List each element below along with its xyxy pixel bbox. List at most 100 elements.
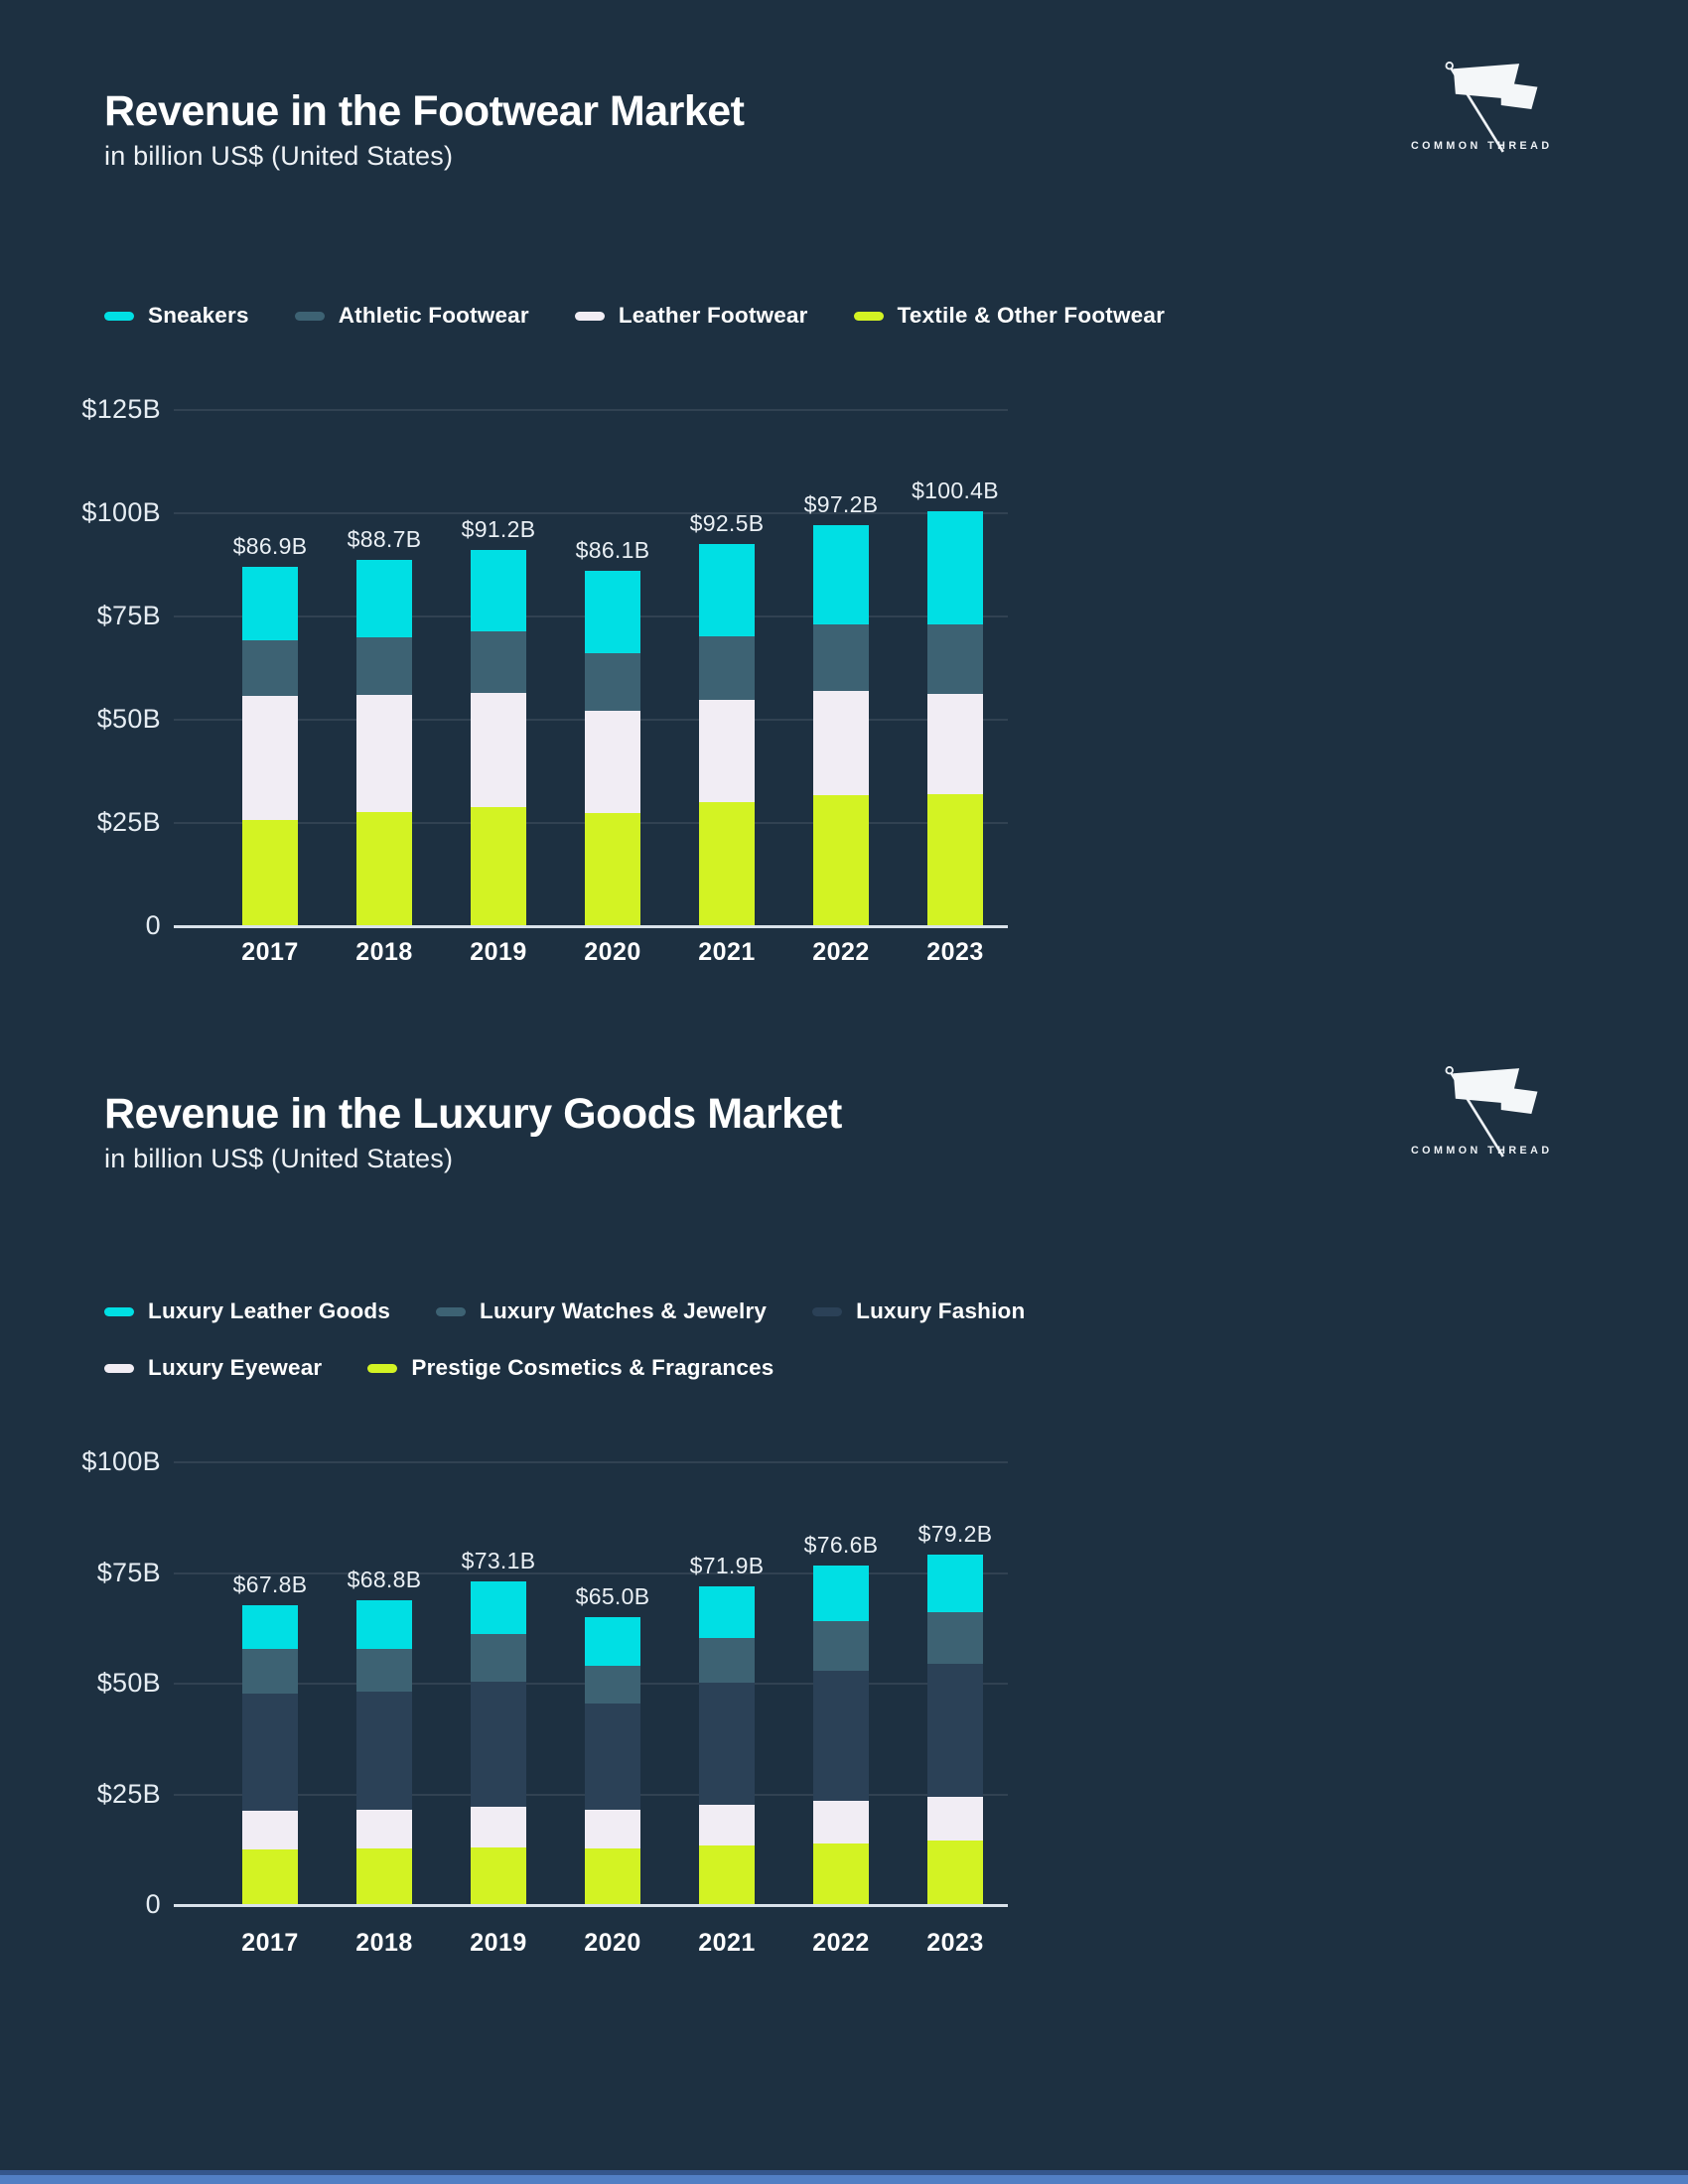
bar-segment-luxury-watches-and-jewelry-2017: [242, 1649, 298, 1695]
bar-segment-sneakers-2020: [585, 570, 640, 654]
y-tick-label: $100B: [81, 497, 161, 527]
gridline-125b: [174, 409, 1008, 411]
x-tick-label-2017: 2017: [241, 938, 299, 966]
legend-item-leather-footwear: Leather Footwear: [574, 303, 808, 329]
bar-segment-athletic-footwear-2019: [471, 630, 526, 693]
x-tick-label-2021: 2021: [698, 1929, 756, 1957]
bar-total-label-2023: $79.2B: [917, 1520, 993, 1547]
x-tick-label-2023: 2023: [926, 1929, 984, 1957]
bar-segment-athletic-footwear-2022: [813, 624, 869, 692]
legend-label: Textile & Other Footwear: [897, 303, 1166, 328]
bar-segment-prestige-cosmetics-and-fragrances-2018: [356, 1847, 412, 1905]
legend-label: Athletic Footwear: [338, 303, 529, 328]
bar-segment-textile-and-other-footwear-2018: [356, 812, 412, 926]
legend-label: Luxury Eyewear: [148, 1355, 323, 1380]
bar-total-label-2018: $88.7B: [347, 526, 422, 552]
gridline-100b: [174, 512, 1008, 514]
x-tick-label-2020: 2020: [584, 938, 641, 966]
bar-segment-luxury-watches-and-jewelry-2018: [356, 1648, 412, 1693]
gridline-75b: [174, 1571, 1008, 1574]
bar-segment-sneakers-2019: [471, 549, 526, 631]
x-tick-label-2020: 2020: [584, 1929, 641, 1957]
legend-swatch-textile-and-other-footwear: [853, 311, 884, 321]
footer-accent-bar-top: [0, 2170, 1688, 2175]
bar-segment-luxury-eyewear-2021: [699, 1804, 755, 1845]
x-tick-label-2019: 2019: [470, 938, 527, 966]
bar-segment-luxury-watches-and-jewelry-2022: [813, 1621, 869, 1672]
y-tick-label: 0: [145, 1889, 161, 1919]
bar-segment-leather-footwear-2022: [813, 691, 869, 796]
bar-total-label-2021: $71.9B: [689, 1553, 765, 1579]
legend-row: Luxury Eyewear Prestige Cosmetics & Fragr…: [104, 1355, 1025, 1381]
bar-segment-sneakers-2018: [356, 560, 412, 638]
bar-segment-luxury-watches-and-jewelry-2019: [471, 1633, 526, 1683]
bar-segment-athletic-footwear-2021: [699, 635, 755, 701]
bar-total-label-2017: $86.9B: [232, 533, 308, 560]
y-tick-label: $100B: [81, 1446, 161, 1476]
x-tick-label-2022: 2022: [812, 1929, 870, 1957]
footer-accent-bar-bottom: [0, 2175, 1688, 2184]
bar-segment-luxury-fashion-2019: [471, 1682, 526, 1807]
bar-segment-luxury-fashion-2021: [699, 1683, 755, 1805]
bar-segment-textile-and-other-footwear-2019: [471, 806, 526, 926]
y-tick-label: 0: [145, 910, 161, 940]
bar-segment-luxury-eyewear-2022: [813, 1800, 869, 1843]
bar-segment-athletic-footwear-2018: [356, 637, 412, 696]
bar-total-label-2017: $67.8B: [232, 1570, 308, 1597]
bar-total-label-2021: $92.5B: [689, 510, 765, 537]
bar-segment-leather-footwear-2018: [356, 695, 412, 813]
x-tick-label-2018: 2018: [355, 1929, 413, 1957]
luxury-chart-subtitle: in billion US$ (United States): [104, 1144, 454, 1173]
bar-total-label-2022: $97.2B: [803, 490, 879, 517]
gridline-100b: [174, 1461, 1008, 1463]
x-tick-label-2023: 2023: [926, 938, 984, 966]
bar-segment-prestige-cosmetics-and-fragrances-2021: [699, 1844, 755, 1905]
bar-segment-luxury-watches-and-jewelry-2021: [699, 1637, 755, 1684]
bar-segment-luxury-leather-goods-2019: [471, 1580, 526, 1634]
x-tick-label-2019: 2019: [470, 1929, 527, 1957]
bar-segment-luxury-fashion-2017: [242, 1694, 298, 1811]
bar-segment-prestige-cosmetics-and-fragrances-2019: [471, 1847, 526, 1905]
x-tick-label-2022: 2022: [812, 938, 870, 966]
bar-segment-luxury-leather-goods-2020: [585, 1617, 640, 1666]
legend-swatch-prestige-cosmetics-and-fragrances: [367, 1363, 398, 1373]
bar-segment-prestige-cosmetics-and-fragrances-2017: [242, 1848, 298, 1905]
legend-swatch-sneakers: [104, 311, 134, 321]
bar-segment-luxury-watches-and-jewelry-2020: [585, 1665, 640, 1704]
bar-segment-luxury-eyewear-2023: [927, 1796, 983, 1841]
bar-segment-sneakers-2021: [699, 544, 755, 636]
bar-segment-leather-footwear-2023: [927, 693, 983, 794]
common-thread-logo: COMMON THREAD: [1402, 56, 1576, 157]
legend-item-textile-and-other-footwear: Textile & Other Footwear: [853, 303, 1166, 329]
luxury-plot-area: $100B $75B $50B $25B 0 $67.8B 2017 $68.8B 2018 $7…: [0, 1032, 1688, 2172]
bar-segment-prestige-cosmetics-and-fragrances-2023: [927, 1840, 983, 1905]
legend-swatch-luxury-leather-goods: [104, 1306, 134, 1316]
bar-segment-sneakers-2017: [242, 567, 298, 640]
legend-swatch-luxury-watches-and-jewelry: [436, 1306, 467, 1316]
footwear-chart-title: Revenue in the Footwear Market: [104, 87, 745, 135]
bar-total-label-2020: $86.1B: [575, 536, 650, 563]
legend-label: Luxury Fashion: [856, 1298, 1026, 1323]
legend-swatch-athletic-footwear: [294, 311, 325, 321]
legend-row: Luxury Leather Goods Luxury Watches & Jew…: [104, 1298, 1025, 1324]
bar-segment-luxury-fashion-2020: [585, 1703, 640, 1811]
y-tick-label: $25B: [96, 807, 161, 837]
flag-icon: COMMON THREAD: [1411, 62, 1549, 153]
common-thread-logo: COMMON THREAD: [1402, 1060, 1576, 1161]
legend-label: Sneakers: [148, 303, 249, 328]
bar-segment-luxury-eyewear-2018: [356, 1810, 412, 1848]
bar-segment-prestige-cosmetics-and-fragrances-2020: [585, 1847, 640, 1905]
legend-swatch-luxury-eyewear: [104, 1363, 134, 1373]
legend-label: Luxury Leather Goods: [148, 1298, 391, 1323]
bar-segment-leather-footwear-2021: [699, 700, 755, 802]
bar-segment-athletic-footwear-2020: [585, 653, 640, 712]
bar-segment-textile-and-other-footwear-2023: [927, 793, 983, 926]
bar-segment-athletic-footwear-2023: [927, 624, 983, 694]
x-tick-label-2021: 2021: [698, 938, 756, 966]
bar-segment-textile-and-other-footwear-2020: [585, 812, 640, 926]
legend-row: Sneakers Athletic Footwear Leather Footwea…: [104, 303, 1165, 329]
bar-segment-luxury-watches-and-jewelry-2023: [927, 1612, 983, 1664]
bar-total-label-2019: $91.2B: [461, 515, 536, 542]
y-tick-label: $25B: [96, 1778, 161, 1809]
legend-item-luxury-fashion: Luxury Fashion: [812, 1298, 1025, 1324]
